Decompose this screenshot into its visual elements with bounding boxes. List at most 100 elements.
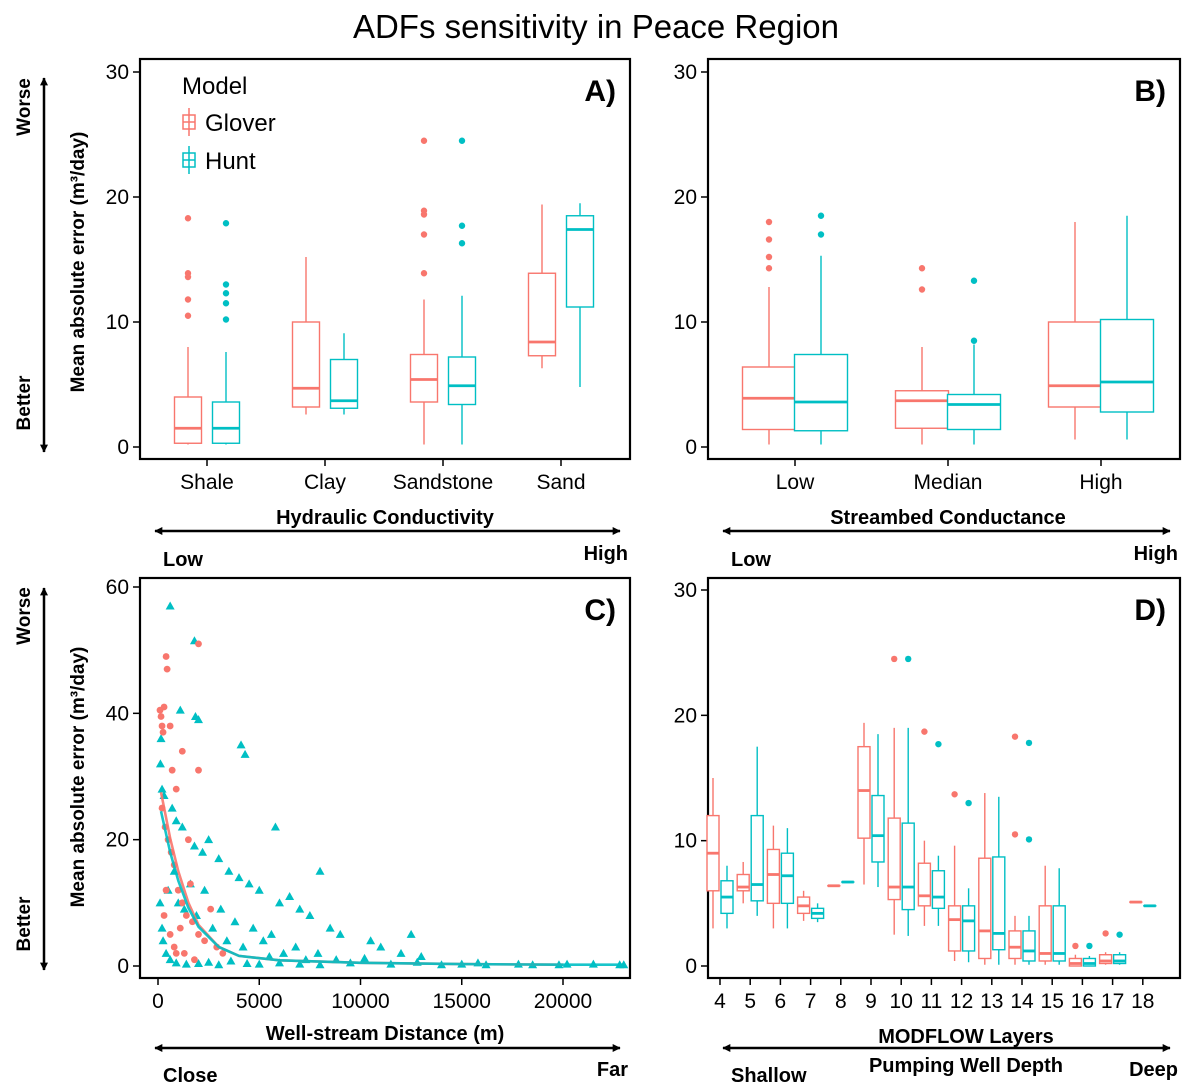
x-tick-label: 0 — [152, 990, 164, 1013]
box-glover — [409, 137, 439, 445]
outlier-point — [951, 791, 958, 798]
box-hunt — [992, 796, 1006, 965]
worse-label-top: Worse — [14, 78, 35, 136]
scatter-point-triangle — [236, 740, 246, 749]
panel-d: D) 0 10 20 30 4 5 6 7 8 9 10 11 12 13 14 15 16 17 18 MODFLOW… — [674, 576, 1182, 1087]
scatter-point-triangle — [198, 847, 208, 856]
scatter-point-triangle — [155, 898, 165, 907]
outlier-point — [222, 281, 230, 288]
worse-label-bottom: Worse — [14, 587, 35, 645]
box-iqr — [793, 353, 849, 432]
scatter-point-triangle — [167, 803, 177, 812]
scatter-point-circle — [184, 836, 192, 844]
x-tick-label: 7 — [805, 990, 817, 1013]
scatter-point-triangle — [175, 705, 185, 714]
y-tick-label: 20 — [674, 186, 697, 209]
box-hunt — [329, 333, 359, 415]
outlier-point — [765, 265, 773, 272]
scatter-point-circle — [157, 713, 165, 720]
scatter-point-triangle — [291, 942, 301, 951]
box-glover — [741, 218, 797, 445]
y-tick-label: 10 — [674, 311, 697, 334]
legend: Model Glover Hunt — [182, 73, 276, 175]
panel-frame — [138, 57, 632, 461]
box-iqr — [961, 905, 976, 952]
scatter-point-triangle — [315, 866, 325, 875]
box-glover — [766, 825, 781, 929]
scatter-point-triangle — [266, 929, 276, 938]
x-tick-label: Low — [776, 471, 815, 494]
x-tick-label: 5 — [744, 990, 756, 1013]
scatter-point-circle — [162, 886, 170, 894]
x-tick-label: 15 — [1041, 990, 1064, 1013]
legend-key-glover — [182, 108, 196, 136]
scatter-point-triangle — [194, 958, 203, 967]
y-tick-label: 20 — [106, 186, 129, 209]
box-iqr — [1098, 954, 1113, 965]
scatter-point-triangle — [295, 959, 305, 968]
outlier-point — [184, 215, 192, 222]
scatter-point-triangle — [204, 835, 214, 844]
scatter-point-triangle — [230, 917, 240, 926]
scatter-point-triangle — [396, 948, 406, 957]
box-iqr — [894, 390, 950, 429]
box-iqr — [173, 396, 203, 444]
box-iqr — [917, 862, 932, 907]
outlier-point — [1025, 836, 1033, 843]
panel-frame — [138, 576, 632, 980]
scatter-point-triangle — [234, 873, 244, 882]
box-glover — [1038, 865, 1052, 965]
outlier-point — [184, 296, 192, 303]
scatter-point-triangle — [295, 904, 305, 913]
scatter-point-circle — [159, 728, 167, 736]
outlier-point — [765, 253, 773, 261]
y-tick-label: 0 — [117, 955, 129, 978]
box-hunt — [720, 865, 734, 929]
x-tick-label: Shale — [180, 471, 234, 494]
box-iqr — [780, 852, 795, 905]
scatter-point-circle — [195, 640, 202, 648]
x-tick-label: 10000 — [331, 990, 389, 1013]
x-tick-label: 6 — [775, 990, 787, 1013]
outlier-point — [918, 286, 926, 293]
arrow-left-label: Low — [163, 549, 203, 571]
scatter-point-triangle — [222, 936, 232, 945]
box-glover — [978, 793, 992, 965]
box-hunt — [901, 655, 915, 936]
arrow-left-label: Close — [163, 1065, 217, 1087]
panel-a: A) 0 10 20 30 Shale Clay Sandstone Sand Hydraulic… — [106, 57, 632, 571]
scatter-point-triangle — [248, 923, 258, 932]
box-hunt — [211, 220, 241, 445]
scatter-point-circle — [195, 931, 202, 938]
x-tick-label: Median — [914, 471, 983, 494]
y-tick-label: 10 — [674, 830, 697, 853]
x-tick-label: 4 — [714, 990, 726, 1013]
scatter-series-hunt — [155, 601, 629, 969]
box-hunt — [447, 137, 477, 445]
arrow-right-label: High — [1134, 543, 1178, 565]
box-glover — [857, 722, 871, 885]
outlier-point — [970, 337, 978, 344]
box-iqr — [992, 856, 1006, 951]
box-iqr — [766, 848, 781, 905]
scatter-point-triangle — [224, 866, 234, 875]
x-axis-label: Streambed Conductance — [830, 507, 1066, 529]
scatter-point-circle — [178, 747, 186, 755]
outlier-point — [222, 316, 230, 323]
box-iqr — [1052, 905, 1066, 962]
box-hunt — [961, 799, 976, 963]
arrow-left-label: Low — [731, 549, 771, 571]
scatter-point-circle — [178, 899, 186, 907]
scatter-point-triangle — [226, 956, 236, 965]
scatter-point-triangle — [165, 601, 175, 610]
scatter-point-triangle — [157, 923, 167, 932]
outlier-point — [1011, 831, 1019, 838]
arrow-right-label: Far — [597, 1059, 628, 1081]
outlier-point — [1102, 930, 1109, 937]
y-tick-label: 0 — [685, 436, 697, 459]
x-tick-label: Sandstone — [393, 471, 493, 494]
outlier-point — [184, 312, 192, 319]
scatter-point-triangle — [200, 885, 210, 894]
box-iqr — [291, 321, 321, 408]
